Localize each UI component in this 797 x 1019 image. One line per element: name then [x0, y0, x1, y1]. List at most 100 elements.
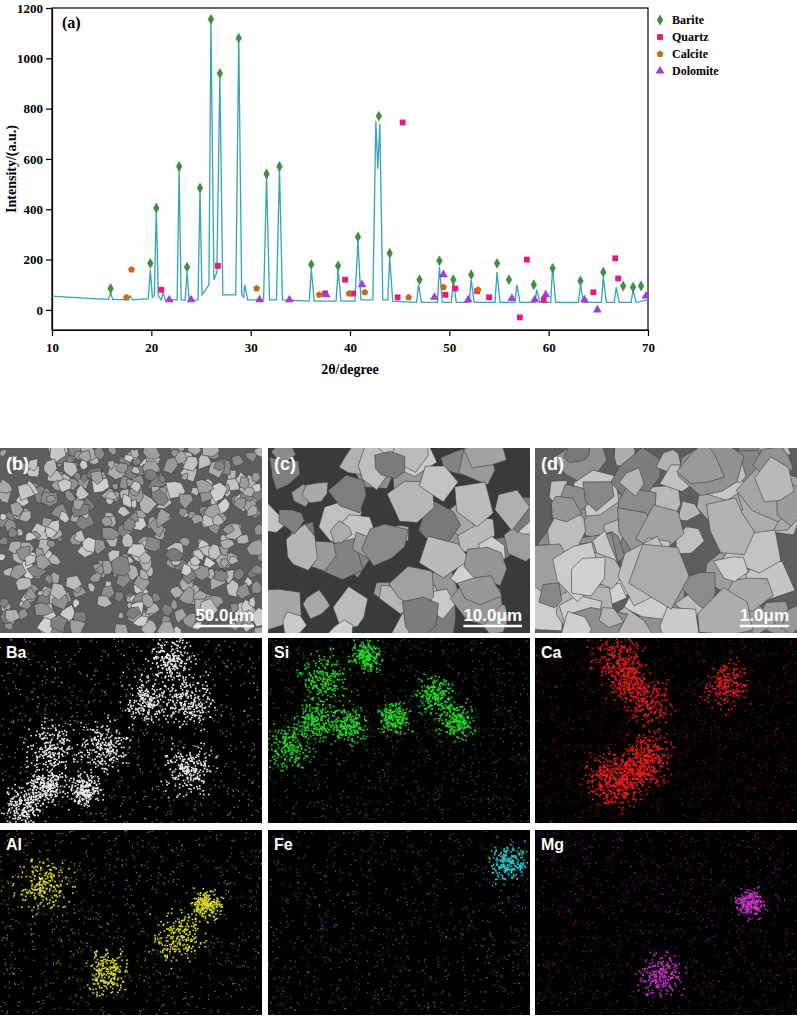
eds-dot [173, 757, 175, 759]
eds-dot [34, 643, 35, 644]
eds-dot [46, 737, 48, 739]
eds-dot [80, 648, 81, 649]
eds-dot [171, 750, 172, 751]
eds-dot [186, 642, 187, 643]
eds-dot [233, 796, 234, 797]
eds-dot [177, 745, 178, 746]
eds-dot [49, 720, 50, 721]
marker-triangle [593, 305, 602, 313]
eds-dot [7, 673, 8, 674]
eds-dot [53, 766, 55, 768]
eds-dot [65, 755, 66, 756]
sem-grain [95, 566, 103, 575]
eds-dot [30, 745, 32, 747]
y-tick-mark [46, 58, 52, 59]
eds-dot [127, 664, 128, 665]
eds-dot [255, 756, 256, 757]
eds-dot [234, 762, 235, 763]
marker-pentagon [346, 290, 353, 297]
eds-dot [27, 766, 29, 768]
eds-dot [3, 734, 4, 735]
eds-dot [208, 794, 210, 796]
eds-dot [168, 762, 170, 764]
eds-dot [92, 796, 93, 797]
eds-dot [70, 788, 71, 789]
eds-dot [184, 772, 186, 774]
sem-grain [125, 607, 141, 619]
eds-dot [251, 800, 252, 801]
marker-pentagon [316, 291, 323, 298]
scale-bar [463, 625, 522, 628]
eds-dot [10, 639, 11, 640]
eds-dot [43, 752, 45, 754]
x-tick-label: 20 [145, 340, 158, 355]
marker-diamond [387, 248, 393, 259]
eds-dot [166, 814, 167, 815]
eds-dot [55, 652, 56, 653]
eds-dot [230, 713, 231, 714]
eds-dot [44, 717, 46, 719]
eds-dot [152, 739, 153, 740]
eds-dot [78, 641, 79, 642]
sem-grain [455, 482, 494, 527]
eds-dot [144, 791, 145, 792]
eds-dot [174, 789, 175, 790]
eds-dot [203, 794, 205, 796]
eds-dot [70, 658, 71, 659]
eds-dot [234, 642, 235, 643]
sem-image [268, 448, 530, 633]
eds-dot [187, 778, 189, 780]
eds-dot [146, 796, 147, 797]
marker-diamond [263, 169, 269, 180]
y-axis-title: Intensity/(a.u.) [4, 125, 20, 213]
eds-dot [210, 688, 211, 689]
eds-dot [249, 659, 250, 660]
eds-dot [133, 663, 134, 664]
eds-dot [45, 708, 46, 709]
marker-square [615, 276, 621, 282]
eds-dot [21, 810, 22, 811]
eds-dot [88, 723, 89, 724]
eds-dot [184, 759, 186, 761]
marker-triangle [357, 280, 366, 288]
eds-dot [166, 781, 168, 783]
eds-dot [3, 718, 4, 719]
eds-dot [94, 820, 95, 821]
marker-pentagon [440, 284, 447, 291]
eds-dot [218, 721, 219, 722]
eds-dot [132, 644, 133, 645]
eds-dot [216, 757, 218, 759]
sem-grain [279, 510, 304, 534]
eds-dot [31, 691, 32, 692]
eds-dot [184, 767, 186, 769]
eds-dot [122, 803, 123, 804]
eds-dot [193, 682, 194, 683]
eds-dot [158, 789, 159, 790]
eds-dot [108, 675, 109, 676]
eds-dot [212, 679, 213, 680]
eds-dot [162, 642, 163, 643]
eds-dot [152, 675, 153, 676]
eds-dot [184, 782, 186, 784]
sem-grain [158, 475, 166, 483]
eds-dot [23, 819, 24, 820]
eds-dot [36, 776, 38, 778]
sem-grain [234, 498, 246, 511]
eds-dot [27, 746, 28, 747]
x-tick-mark [52, 330, 53, 336]
sem-grain [0, 598, 9, 608]
eds-dot [246, 643, 247, 644]
eds-dot [260, 723, 261, 724]
eds-dot [243, 724, 244, 725]
sem-grain [108, 461, 115, 470]
eds-dot [92, 689, 93, 690]
eds-dot [201, 743, 202, 744]
eds-dot [61, 682, 62, 683]
legend-label: Barite [672, 13, 705, 27]
eds-dot [195, 778, 197, 780]
eds-dot [172, 770, 173, 771]
eds-dot [16, 688, 17, 689]
eds-dot [120, 681, 121, 682]
x-tick-mark [648, 330, 649, 336]
eds-dot [156, 786, 157, 787]
